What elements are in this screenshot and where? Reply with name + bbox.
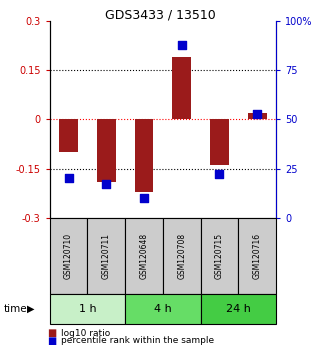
Point [179,42,184,48]
Point [104,182,109,187]
Text: ■: ■ [47,329,56,338]
Bar [97,119,116,182]
Text: ■: ■ [47,336,56,346]
Text: log10 ratio: log10 ratio [61,329,110,338]
Bar [248,113,267,119]
Text: GDS3433 / 13510: GDS3433 / 13510 [105,9,216,22]
Bar [210,119,229,165]
Text: GSM120711: GSM120711 [102,233,111,279]
Text: GSM120648: GSM120648 [140,233,149,279]
Text: GSM120716: GSM120716 [253,233,262,279]
Bar [172,57,191,119]
Text: ▶: ▶ [27,304,34,314]
Bar [59,119,78,152]
Point [66,176,71,181]
Text: percentile rank within the sample: percentile rank within the sample [61,336,214,345]
Point [255,111,260,116]
Point [217,172,222,177]
Text: GSM120708: GSM120708 [177,233,186,279]
Bar [134,119,153,192]
Text: 1 h: 1 h [79,304,96,314]
Text: GSM120715: GSM120715 [215,233,224,279]
Text: 24 h: 24 h [226,304,251,314]
Text: time: time [3,304,27,314]
Text: GSM120710: GSM120710 [64,233,73,279]
Text: 4 h: 4 h [154,304,172,314]
Point [142,195,147,201]
